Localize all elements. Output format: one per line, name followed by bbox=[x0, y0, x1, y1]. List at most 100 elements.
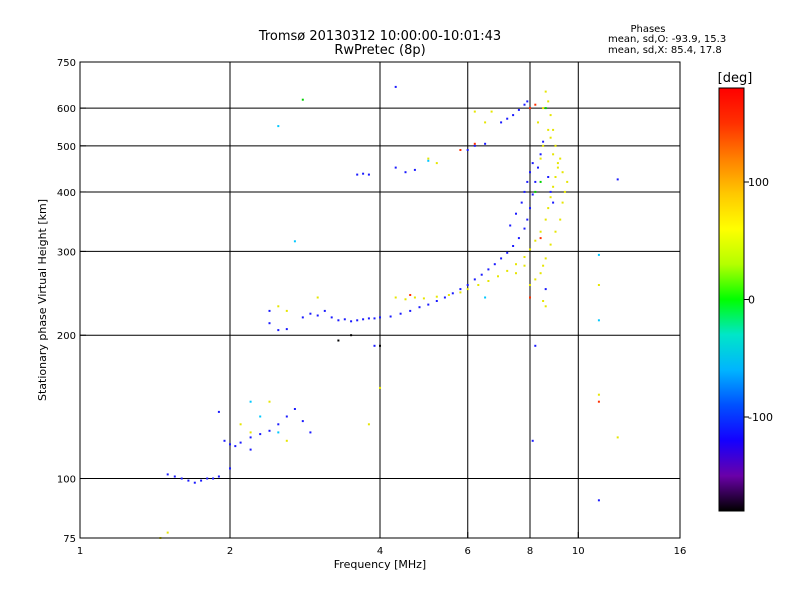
x-tick-label: 10 bbox=[572, 546, 585, 557]
data-point bbox=[544, 107, 547, 110]
data-point bbox=[529, 171, 531, 174]
data-point bbox=[512, 245, 515, 247]
data-point bbox=[435, 295, 438, 298]
data-point bbox=[484, 121, 487, 124]
x-tick-label: 8 bbox=[527, 546, 533, 557]
data-point bbox=[337, 339, 340, 342]
data-point bbox=[229, 443, 231, 446]
data-point bbox=[373, 344, 376, 347]
data-point bbox=[473, 144, 476, 147]
x-tick-label: 16 bbox=[674, 546, 687, 557]
data-point bbox=[187, 479, 190, 482]
data-point bbox=[399, 312, 402, 315]
data-point bbox=[435, 162, 438, 165]
colorbar-tick-label: 100 bbox=[748, 176, 769, 189]
data-point bbox=[309, 431, 312, 434]
data-point bbox=[506, 269, 509, 272]
data-point bbox=[249, 431, 252, 434]
y-axis-label: Stationary phase Virtual Height [km] bbox=[36, 199, 49, 401]
data-point bbox=[597, 393, 600, 396]
data-point bbox=[466, 149, 469, 151]
data-point bbox=[529, 248, 531, 251]
data-point bbox=[526, 100, 529, 103]
data-point bbox=[509, 224, 512, 227]
data-point bbox=[293, 408, 296, 410]
data-point bbox=[356, 173, 359, 176]
data-point bbox=[526, 218, 529, 221]
data-point bbox=[362, 172, 365, 175]
data-point bbox=[277, 431, 280, 434]
data-point bbox=[443, 296, 446, 299]
data-point bbox=[350, 320, 353, 323]
x-axis-label: Frequency [MHz] bbox=[334, 558, 426, 571]
data-point bbox=[616, 178, 619, 181]
data-point bbox=[173, 475, 176, 478]
data-point bbox=[413, 168, 416, 171]
x-tick-label: 4 bbox=[377, 546, 383, 557]
data-point bbox=[166, 531, 169, 534]
data-point bbox=[549, 114, 552, 117]
data-point bbox=[373, 317, 376, 320]
data-point bbox=[547, 207, 550, 210]
data-point bbox=[561, 171, 564, 174]
x-tick-label: 2 bbox=[227, 546, 233, 557]
data-point bbox=[512, 114, 515, 117]
data-point bbox=[466, 284, 469, 286]
y-tick-label: 100 bbox=[57, 475, 76, 486]
data-point bbox=[539, 153, 542, 156]
data-point bbox=[356, 319, 359, 322]
data-point bbox=[515, 212, 517, 215]
data-point bbox=[542, 264, 545, 267]
data-point bbox=[239, 423, 242, 426]
data-point bbox=[217, 410, 220, 413]
data-point bbox=[597, 319, 600, 322]
colorbar-tick-label: -100 bbox=[748, 411, 773, 424]
data-point bbox=[534, 180, 537, 183]
data-point bbox=[268, 309, 271, 312]
data-point bbox=[166, 473, 169, 476]
data-point bbox=[490, 110, 493, 113]
data-point bbox=[394, 85, 397, 88]
data-point bbox=[597, 400, 600, 403]
data-point bbox=[554, 144, 557, 147]
data-point bbox=[544, 90, 547, 93]
data-point bbox=[466, 288, 469, 291]
colorbar-tick-label: 0 bbox=[748, 294, 755, 307]
data-point bbox=[549, 196, 552, 199]
data-point bbox=[544, 218, 547, 221]
data-point bbox=[542, 144, 545, 147]
data-point bbox=[337, 319, 340, 322]
data-point bbox=[404, 171, 407, 174]
data-point bbox=[616, 436, 619, 439]
data-point bbox=[506, 251, 509, 254]
data-point bbox=[552, 153, 555, 156]
data-point bbox=[523, 190, 526, 193]
data-point bbox=[459, 288, 462, 291]
data-point bbox=[409, 309, 412, 312]
data-point bbox=[229, 467, 231, 470]
data-point bbox=[493, 263, 496, 266]
y-tick-label: 750 bbox=[57, 58, 76, 69]
chart-subtitle: RwPretec (8p) bbox=[334, 43, 425, 58]
axis-ticks: 1 2 4 6 8 10 16 75 100 200 300 400 500 600 750 bbox=[57, 58, 686, 557]
data-point bbox=[477, 284, 480, 286]
data-point bbox=[523, 227, 526, 230]
data-point bbox=[362, 318, 365, 321]
y-tick-label: 75 bbox=[63, 534, 76, 545]
data-point bbox=[537, 121, 539, 124]
data-point bbox=[487, 280, 490, 282]
data-point bbox=[561, 201, 564, 204]
data-point bbox=[277, 305, 280, 308]
data-point bbox=[212, 477, 215, 480]
data-point bbox=[323, 309, 326, 312]
data-point bbox=[234, 445, 237, 448]
data-point bbox=[459, 291, 462, 294]
data-point bbox=[534, 278, 537, 281]
data-point bbox=[473, 110, 476, 113]
data-point bbox=[542, 300, 545, 302]
data-point bbox=[542, 140, 545, 143]
data-point bbox=[597, 253, 600, 256]
data-point bbox=[200, 479, 203, 482]
data-point bbox=[277, 329, 280, 332]
